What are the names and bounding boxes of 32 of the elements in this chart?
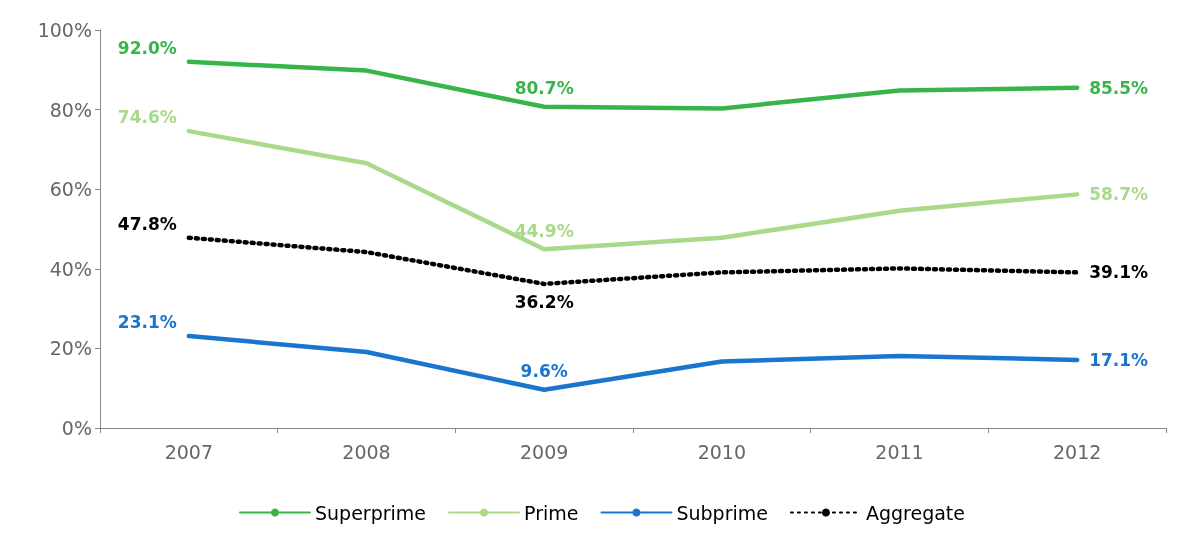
legend-label: Subprime: [676, 501, 768, 524]
legend-label: Superprime: [315, 501, 427, 524]
x-tick-label: 2012: [1052, 440, 1102, 463]
data-label: 74.6%: [117, 107, 177, 128]
line-series: [186, 59, 1080, 111]
y-tick-label: 60%: [49, 178, 92, 201]
data-label: 9.6%: [520, 361, 568, 382]
line-series: [186, 333, 1080, 393]
x-tick-label: 2010: [697, 440, 747, 463]
y-tick-label: 0%: [61, 417, 92, 439]
data-label: 44.9%: [514, 220, 574, 241]
data-label: 17.1%: [1089, 349, 1149, 370]
data-label: 39.1%: [1089, 262, 1149, 283]
y-tick-label: 20%: [49, 337, 92, 360]
data-label: 92.0%: [117, 37, 177, 58]
line-series: [186, 235, 1080, 287]
legend-label: Aggregate: [865, 501, 965, 524]
y-tick-label: 40%: [49, 257, 92, 280]
data-label: 47.8%: [117, 213, 177, 234]
data-label: 85.5%: [1089, 77, 1149, 98]
legend-label: Prime: [524, 501, 579, 524]
data-label: 23.1%: [117, 312, 177, 333]
x-tick-label: 2008: [342, 440, 391, 463]
data-label: 36.2%: [514, 292, 574, 313]
data-label: 58.7%: [1089, 184, 1149, 205]
data-label: 80.7%: [514, 78, 574, 99]
line-series: [186, 128, 1080, 252]
y-tick-label: 80%: [49, 98, 92, 121]
y-tick-label: 100%: [37, 19, 92, 41]
x-tick-label: 2011: [875, 440, 924, 463]
x-tick-label: 2007: [164, 440, 214, 463]
x-tick-label: 2009: [519, 440, 569, 463]
